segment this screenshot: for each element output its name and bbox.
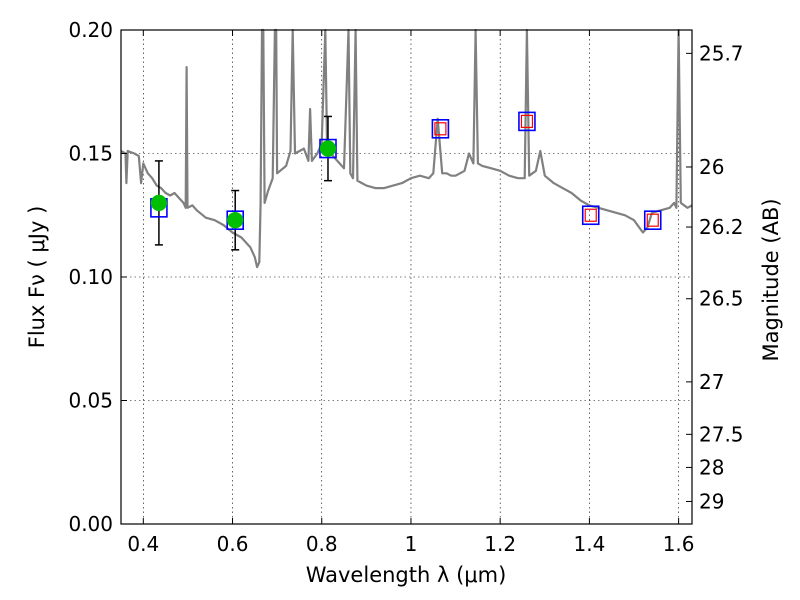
x-tick-label: 0.8 (306, 532, 338, 556)
nondetection-marker (520, 114, 534, 128)
detection-marker (319, 140, 337, 157)
detection-marker (226, 211, 244, 229)
x-tick-label: 1.2 (484, 532, 516, 556)
x-tick-label: 0.6 (217, 532, 249, 556)
mag-tick-label: 27.5 (699, 422, 744, 446)
mag-tick-label: 28 (699, 455, 724, 479)
x-tick-label: 1 (405, 532, 418, 556)
y-tick-label: 0.00 (68, 512, 113, 536)
marker-layer (150, 111, 662, 230)
model-photometry-marker (518, 111, 536, 132)
mag-tick-label: 26.5 (699, 287, 744, 311)
mag-tick-label: 26 (699, 155, 724, 179)
x-tick-label: 0.4 (127, 532, 159, 556)
detection-marker (150, 194, 168, 212)
spectrum-layer (120, 28, 693, 269)
model-photometry-marker (581, 205, 600, 226)
x-axis-label: Wavelength λ (μm) (306, 563, 507, 587)
y-axis-label: Flux Fν ( μJy ) (25, 206, 49, 349)
model-photometry-marker (643, 210, 662, 230)
nondetection-marker (434, 122, 447, 136)
y-tick-label: 0.05 (68, 389, 113, 413)
y-tick-label: 0.15 (68, 142, 113, 166)
x-tick-label: 1.6 (663, 532, 695, 556)
template-spectrum-line (120, 28, 693, 269)
nondetection-marker (584, 208, 597, 222)
x-tick-label: 1.4 (573, 532, 605, 556)
mag-tick-label: 27 (699, 370, 724, 394)
model-photometry-marker (431, 119, 450, 139)
mag-tick-label: 29 (699, 489, 724, 513)
ticks: 0.4 0.6 0.8 1 1.2 1.4 1.6 0.00 0.05 0.10 0.15 0.20 2… (68, 18, 743, 556)
y2-axis-label: Magnitude (AB) (759, 198, 783, 361)
mag-tick-label: 26.2 (699, 215, 744, 239)
y-tick-label: 0.10 (68, 265, 113, 289)
y-tick-label: 0.20 (68, 18, 113, 42)
mag-tick-label: 25.7 (699, 41, 744, 65)
nondetection-marker (646, 213, 659, 227)
